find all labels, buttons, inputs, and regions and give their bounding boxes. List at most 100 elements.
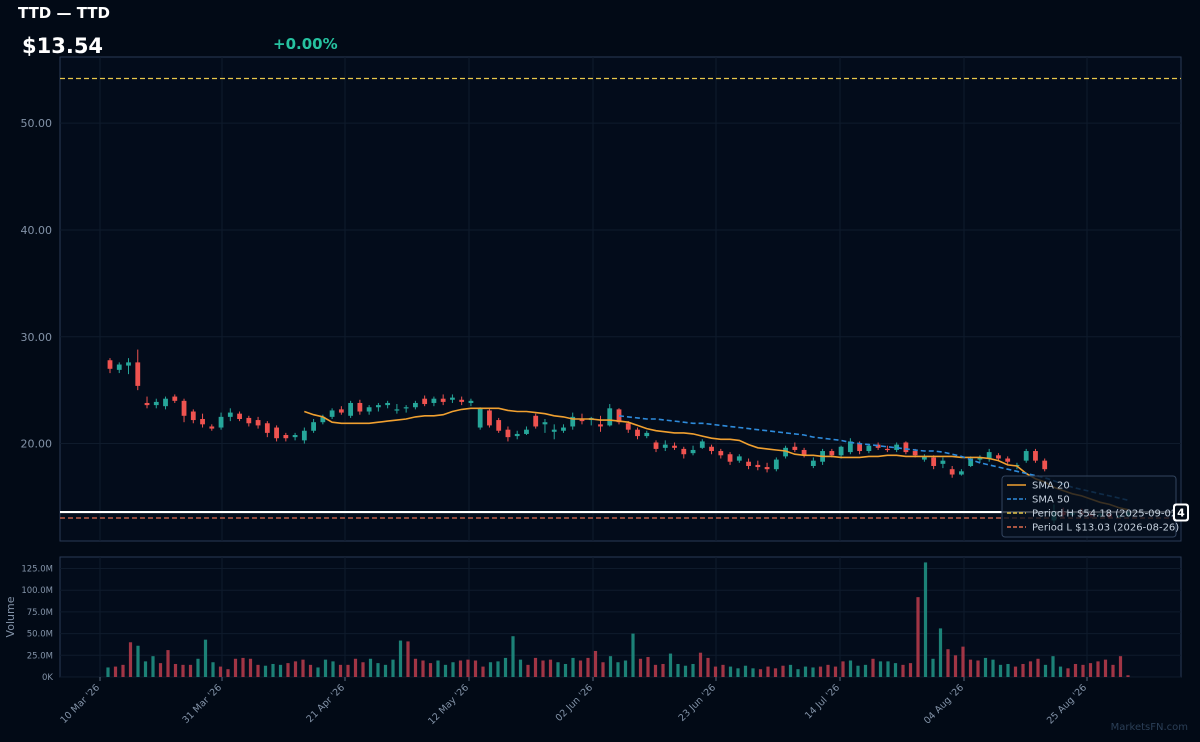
volume-bar	[346, 664, 350, 677]
candle-body	[699, 441, 705, 448]
price-change-label: +0.00%	[273, 35, 338, 53]
candle-body	[801, 449, 807, 456]
candle-body	[107, 360, 113, 369]
candle-body	[431, 398, 437, 403]
volume-bar	[758, 669, 763, 677]
volume-bar	[248, 658, 253, 677]
candle-body	[135, 362, 141, 386]
volume-bar	[638, 658, 643, 677]
candle-body	[172, 396, 178, 401]
candle-body	[829, 451, 835, 456]
candle-body	[672, 445, 677, 448]
candle-body	[894, 444, 900, 450]
volume-bar	[803, 666, 808, 677]
volume-bar	[136, 645, 140, 677]
volume-bar	[691, 663, 695, 677]
volume-bar	[181, 664, 185, 677]
volume-bar	[676, 663, 680, 677]
volume-tick-label: 50.0M	[27, 630, 53, 640]
volume-bar	[226, 669, 230, 677]
x-tick-label: 12 May '26	[426, 682, 471, 727]
volume-bar	[518, 659, 523, 677]
volume-bar	[976, 660, 980, 677]
volume-bar	[331, 661, 335, 677]
candle-body	[607, 408, 613, 426]
x-tick-label: 21 Apr '26	[305, 682, 348, 725]
candle-body	[181, 400, 187, 416]
candle-body	[394, 409, 400, 411]
volume-bar	[436, 660, 440, 677]
volume-bar	[481, 666, 485, 677]
volume-bar	[1051, 656, 1055, 677]
volume-bar	[451, 662, 455, 677]
volume-bar	[113, 666, 118, 677]
volume-bar	[151, 656, 155, 677]
candle-body	[662, 444, 668, 448]
candle-body	[311, 422, 316, 431]
price-tick-label: 50.00	[21, 117, 53, 130]
candle-body	[246, 417, 252, 424]
volume-bar	[548, 659, 553, 677]
candle-body	[514, 433, 520, 437]
candle-body	[764, 467, 770, 470]
candle-body	[413, 402, 418, 408]
volume-bar	[376, 663, 380, 677]
volume-bar	[751, 668, 755, 677]
candle-body	[385, 402, 391, 406]
volume-bar	[878, 661, 883, 677]
x-tick-label: 02 Jun '26	[554, 682, 595, 723]
volume-bar	[833, 666, 838, 677]
volume-bar	[203, 639, 208, 677]
volume-bar	[601, 662, 605, 677]
x-tick-label: 31 Mar '26	[180, 682, 224, 726]
volume-bar	[391, 659, 395, 677]
last-price-label: $13.54	[22, 34, 104, 58]
candle-body	[986, 452, 992, 459]
candle-body	[468, 400, 474, 403]
volume-bar	[458, 660, 463, 677]
volume-bar	[713, 666, 718, 677]
candle-body	[746, 461, 751, 466]
x-tick-label: 04 Aug '26	[922, 682, 966, 726]
x-tick-label: 23 Jun '26	[677, 682, 718, 723]
candle-body	[792, 446, 798, 450]
volume-bar	[541, 660, 545, 677]
candle-body	[163, 398, 168, 407]
volume-bar	[173, 663, 178, 677]
sma20-line	[304, 407, 1129, 511]
candle-body	[403, 407, 409, 409]
volume-bar	[383, 664, 388, 677]
candle-body	[209, 426, 215, 429]
volume-bar	[1006, 663, 1010, 677]
volume-bar	[781, 665, 785, 677]
volume-bar	[923, 562, 928, 677]
candle-body	[755, 464, 761, 468]
candle-body	[570, 416, 576, 427]
price-tick-label: 30.00	[21, 331, 53, 344]
last-price-tag-label: 4	[1177, 507, 1185, 520]
volume-bar	[848, 660, 853, 677]
volume-bar	[886, 661, 890, 677]
candle-body	[440, 398, 446, 402]
volume-bar	[571, 657, 575, 677]
candle-body	[616, 409, 622, 423]
candle-body	[959, 471, 964, 475]
volume-bar	[1043, 664, 1048, 677]
candle-body	[1023, 451, 1029, 461]
volume-bar	[361, 662, 365, 677]
candle-body	[644, 432, 650, 437]
candle-body	[274, 427, 279, 439]
candle-body	[487, 410, 492, 426]
volume-bar	[586, 657, 590, 677]
volume-bar	[1081, 664, 1085, 677]
volume-bar	[683, 665, 688, 677]
volume-bar	[661, 663, 665, 677]
volume-axis-label: Volume	[4, 596, 17, 637]
volume-bar	[698, 652, 703, 677]
volume-bar	[286, 663, 290, 677]
volume-bar	[278, 664, 283, 677]
candle-body	[847, 441, 853, 453]
volume-bar	[166, 650, 170, 677]
candle-body	[1042, 460, 1048, 470]
